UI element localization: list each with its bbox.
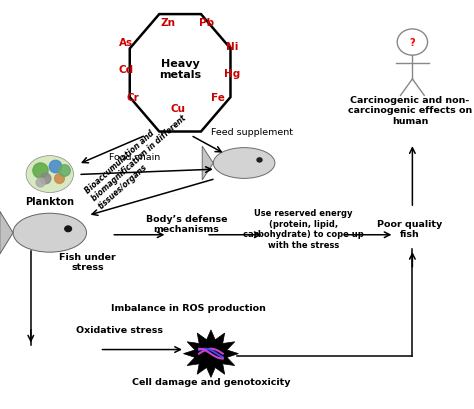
- Circle shape: [64, 226, 72, 233]
- Text: Body’s defense
mechanisms: Body’s defense mechanisms: [146, 214, 227, 234]
- Text: As: As: [118, 38, 133, 48]
- Text: Cd: Cd: [118, 65, 133, 74]
- Text: Feed supplement: Feed supplement: [211, 128, 293, 137]
- Text: Oxidative stress: Oxidative stress: [76, 326, 163, 335]
- Text: Carcinogenic and non-
carcinogenic effects on
human: Carcinogenic and non- carcinogenic effec…: [348, 96, 472, 125]
- Text: Cell damage and genotoxicity: Cell damage and genotoxicity: [132, 377, 290, 386]
- Ellipse shape: [213, 148, 275, 179]
- Text: Pb: Pb: [199, 18, 214, 27]
- Text: Food chain: Food chain: [109, 153, 161, 162]
- Text: ?: ?: [410, 38, 415, 48]
- Text: Heavy
metals: Heavy metals: [159, 59, 201, 80]
- Point: [60, 167, 68, 174]
- Text: Ni: Ni: [226, 42, 238, 52]
- Point: [55, 175, 63, 182]
- Text: Fish under
stress: Fish under stress: [59, 252, 116, 272]
- Polygon shape: [183, 330, 238, 378]
- Text: Zn: Zn: [161, 18, 176, 27]
- Text: Poor quality
fish: Poor quality fish: [377, 219, 443, 239]
- Text: Hg: Hg: [224, 69, 240, 79]
- Circle shape: [256, 158, 263, 163]
- Polygon shape: [0, 212, 13, 254]
- Text: Bioaccumulation and
biomagnification in different
tissues/organs: Bioaccumulation and biomagnification in …: [83, 106, 195, 210]
- Point: [36, 180, 44, 186]
- Polygon shape: [202, 147, 213, 180]
- Text: Imbalance in ROS production: Imbalance in ROS production: [111, 303, 266, 312]
- Text: Plankton: Plankton: [25, 196, 74, 206]
- Text: Cu: Cu: [170, 103, 185, 113]
- Text: Fe: Fe: [211, 93, 225, 103]
- Point: [41, 175, 49, 182]
- Ellipse shape: [26, 156, 73, 193]
- Ellipse shape: [13, 213, 86, 252]
- Text: Use reserved energy
(protein, lipid,
carbohydrate) to cope up
with the stress: Use reserved energy (protein, lipid, car…: [243, 209, 364, 249]
- Point: [36, 167, 44, 174]
- Point: [51, 163, 58, 170]
- Text: Cr: Cr: [127, 93, 139, 103]
